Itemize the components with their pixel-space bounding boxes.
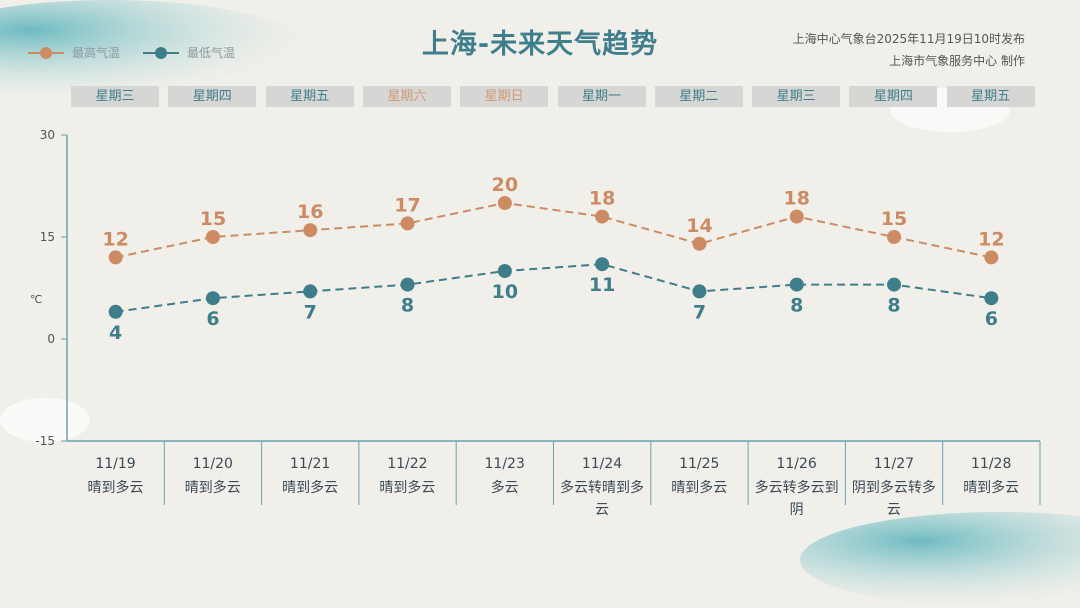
weekday-label: 星期四 bbox=[168, 86, 257, 107]
date-label: 11/28 bbox=[971, 456, 1012, 472]
data-label: 12 bbox=[978, 228, 1004, 250]
data-label: 15 bbox=[881, 208, 907, 230]
legend-low-label: 最低气温 bbox=[187, 46, 236, 60]
data-point bbox=[303, 284, 318, 299]
weekday-label: 星期一 bbox=[557, 86, 646, 107]
weather-label: 多云 bbox=[490, 480, 519, 496]
data-label: 8 bbox=[790, 295, 803, 317]
date-label: 11/21 bbox=[289, 456, 331, 472]
data-point bbox=[205, 291, 220, 306]
data-label: 11 bbox=[589, 274, 615, 296]
y-axis-unit: ℃ bbox=[30, 293, 42, 306]
day-cell: 11/19 晴到多云 bbox=[67, 452, 164, 499]
date-label: 11/25 bbox=[679, 456, 720, 472]
data-label: 17 bbox=[394, 194, 420, 216]
y-tick-label: 15 bbox=[40, 230, 55, 244]
data-label: 4 bbox=[109, 322, 122, 344]
data-label: 6 bbox=[206, 308, 219, 330]
weekday-label: 星期四 bbox=[849, 86, 938, 107]
day-cell: 11/23 多云 bbox=[456, 452, 553, 499]
data-point bbox=[595, 209, 610, 224]
weekday-label: 星期五 bbox=[946, 86, 1035, 107]
publish-info: 上海中心气象台2025年11月19日10时发布 bbox=[792, 32, 1025, 46]
weather-label: 晴到多云 bbox=[282, 480, 339, 496]
data-label: 6 bbox=[985, 308, 998, 330]
series-line-low bbox=[115, 263, 992, 313]
weekday-label: 星期日 bbox=[460, 86, 549, 107]
legend-high-label: 最高气温 bbox=[72, 46, 121, 60]
data-label: 12 bbox=[102, 228, 128, 250]
date-label: 11/24 bbox=[581, 456, 623, 472]
data-point bbox=[887, 230, 902, 244]
y-tick-label: -15 bbox=[35, 434, 55, 448]
data-point bbox=[400, 216, 415, 231]
day-cell: 11/25 晴到多云 bbox=[651, 452, 748, 499]
weekday-label: 星期二 bbox=[654, 86, 743, 107]
weekday-label: 星期六 bbox=[362, 86, 451, 107]
day-cell: 11/28 晴到多云 bbox=[943, 452, 1040, 499]
weather-label: 晴到多云 bbox=[379, 480, 436, 496]
weather-label: 晴到多云 bbox=[963, 480, 1020, 496]
series-line-high bbox=[115, 201, 992, 259]
legend-high: 最高气温 bbox=[28, 44, 120, 61]
weather-label: 晴到多云 bbox=[87, 480, 144, 496]
weather-label: 晴到多云 bbox=[184, 480, 241, 496]
date-label: 11/22 bbox=[387, 456, 428, 472]
date-label: 11/27 bbox=[873, 456, 915, 472]
data-point bbox=[692, 284, 707, 299]
producer-info: 上海市气象服务中心 制作 bbox=[889, 54, 1025, 68]
weather-label: 阴到多云转多云 bbox=[851, 480, 936, 518]
date-label: 11/20 bbox=[192, 456, 233, 472]
day-cell: 11/24 多云转晴到多云 bbox=[554, 452, 651, 521]
page-title: 上海-未来天气趋势 bbox=[421, 29, 659, 60]
data-point bbox=[887, 277, 902, 292]
data-point bbox=[108, 250, 123, 265]
day-cell: 11/27 阴到多云转多云 bbox=[845, 452, 942, 521]
weather-label: 多云转多云到阴 bbox=[754, 480, 839, 518]
data-label: 20 bbox=[492, 174, 518, 196]
data-point bbox=[497, 196, 512, 210]
data-label: 10 bbox=[492, 281, 518, 303]
weather-label: 晴到多云 bbox=[671, 480, 728, 496]
y-tick-label: 0 bbox=[47, 332, 55, 346]
day-cell: 11/26 多云转多云到阴 bbox=[748, 452, 845, 521]
legend-low: 最低气温 bbox=[143, 44, 235, 61]
data-label: 18 bbox=[784, 188, 810, 210]
data-point bbox=[984, 250, 999, 265]
data-point bbox=[789, 209, 804, 224]
date-label: 11/26 bbox=[776, 456, 817, 472]
weekday-label: 星期五 bbox=[265, 86, 354, 107]
data-label: 8 bbox=[401, 295, 414, 317]
data-label: 7 bbox=[304, 301, 317, 323]
weekday-label: 星期三 bbox=[752, 86, 841, 107]
data-label: 7 bbox=[693, 301, 706, 323]
data-point bbox=[789, 277, 804, 292]
data-label: 14 bbox=[686, 215, 712, 237]
data-point bbox=[205, 230, 220, 244]
day-cell: 11/22 晴到多云 bbox=[359, 452, 456, 499]
watercolor-top-left bbox=[0, 0, 310, 100]
data-point bbox=[497, 264, 512, 278]
data-label: 8 bbox=[887, 295, 900, 317]
weekday-label: 星期三 bbox=[71, 86, 159, 107]
day-cell: 11/21 晴到多云 bbox=[262, 452, 359, 499]
data-point bbox=[303, 223, 318, 238]
y-tick-label: 30 bbox=[40, 128, 55, 142]
data-label: 15 bbox=[200, 208, 226, 230]
data-label: 18 bbox=[589, 188, 615, 210]
date-label: 11/19 bbox=[95, 456, 136, 472]
data-point bbox=[692, 236, 707, 251]
date-label: 11/23 bbox=[484, 456, 525, 472]
data-point bbox=[108, 304, 123, 319]
data-point bbox=[400, 277, 415, 292]
data-point bbox=[595, 257, 610, 272]
data-label: 16 bbox=[297, 201, 323, 223]
day-cell: 11/20 晴到多云 bbox=[164, 452, 261, 499]
weather-label: 多云转晴到多云 bbox=[560, 480, 644, 518]
data-point bbox=[984, 291, 999, 306]
watercolor-bottom-right bbox=[800, 512, 1080, 608]
